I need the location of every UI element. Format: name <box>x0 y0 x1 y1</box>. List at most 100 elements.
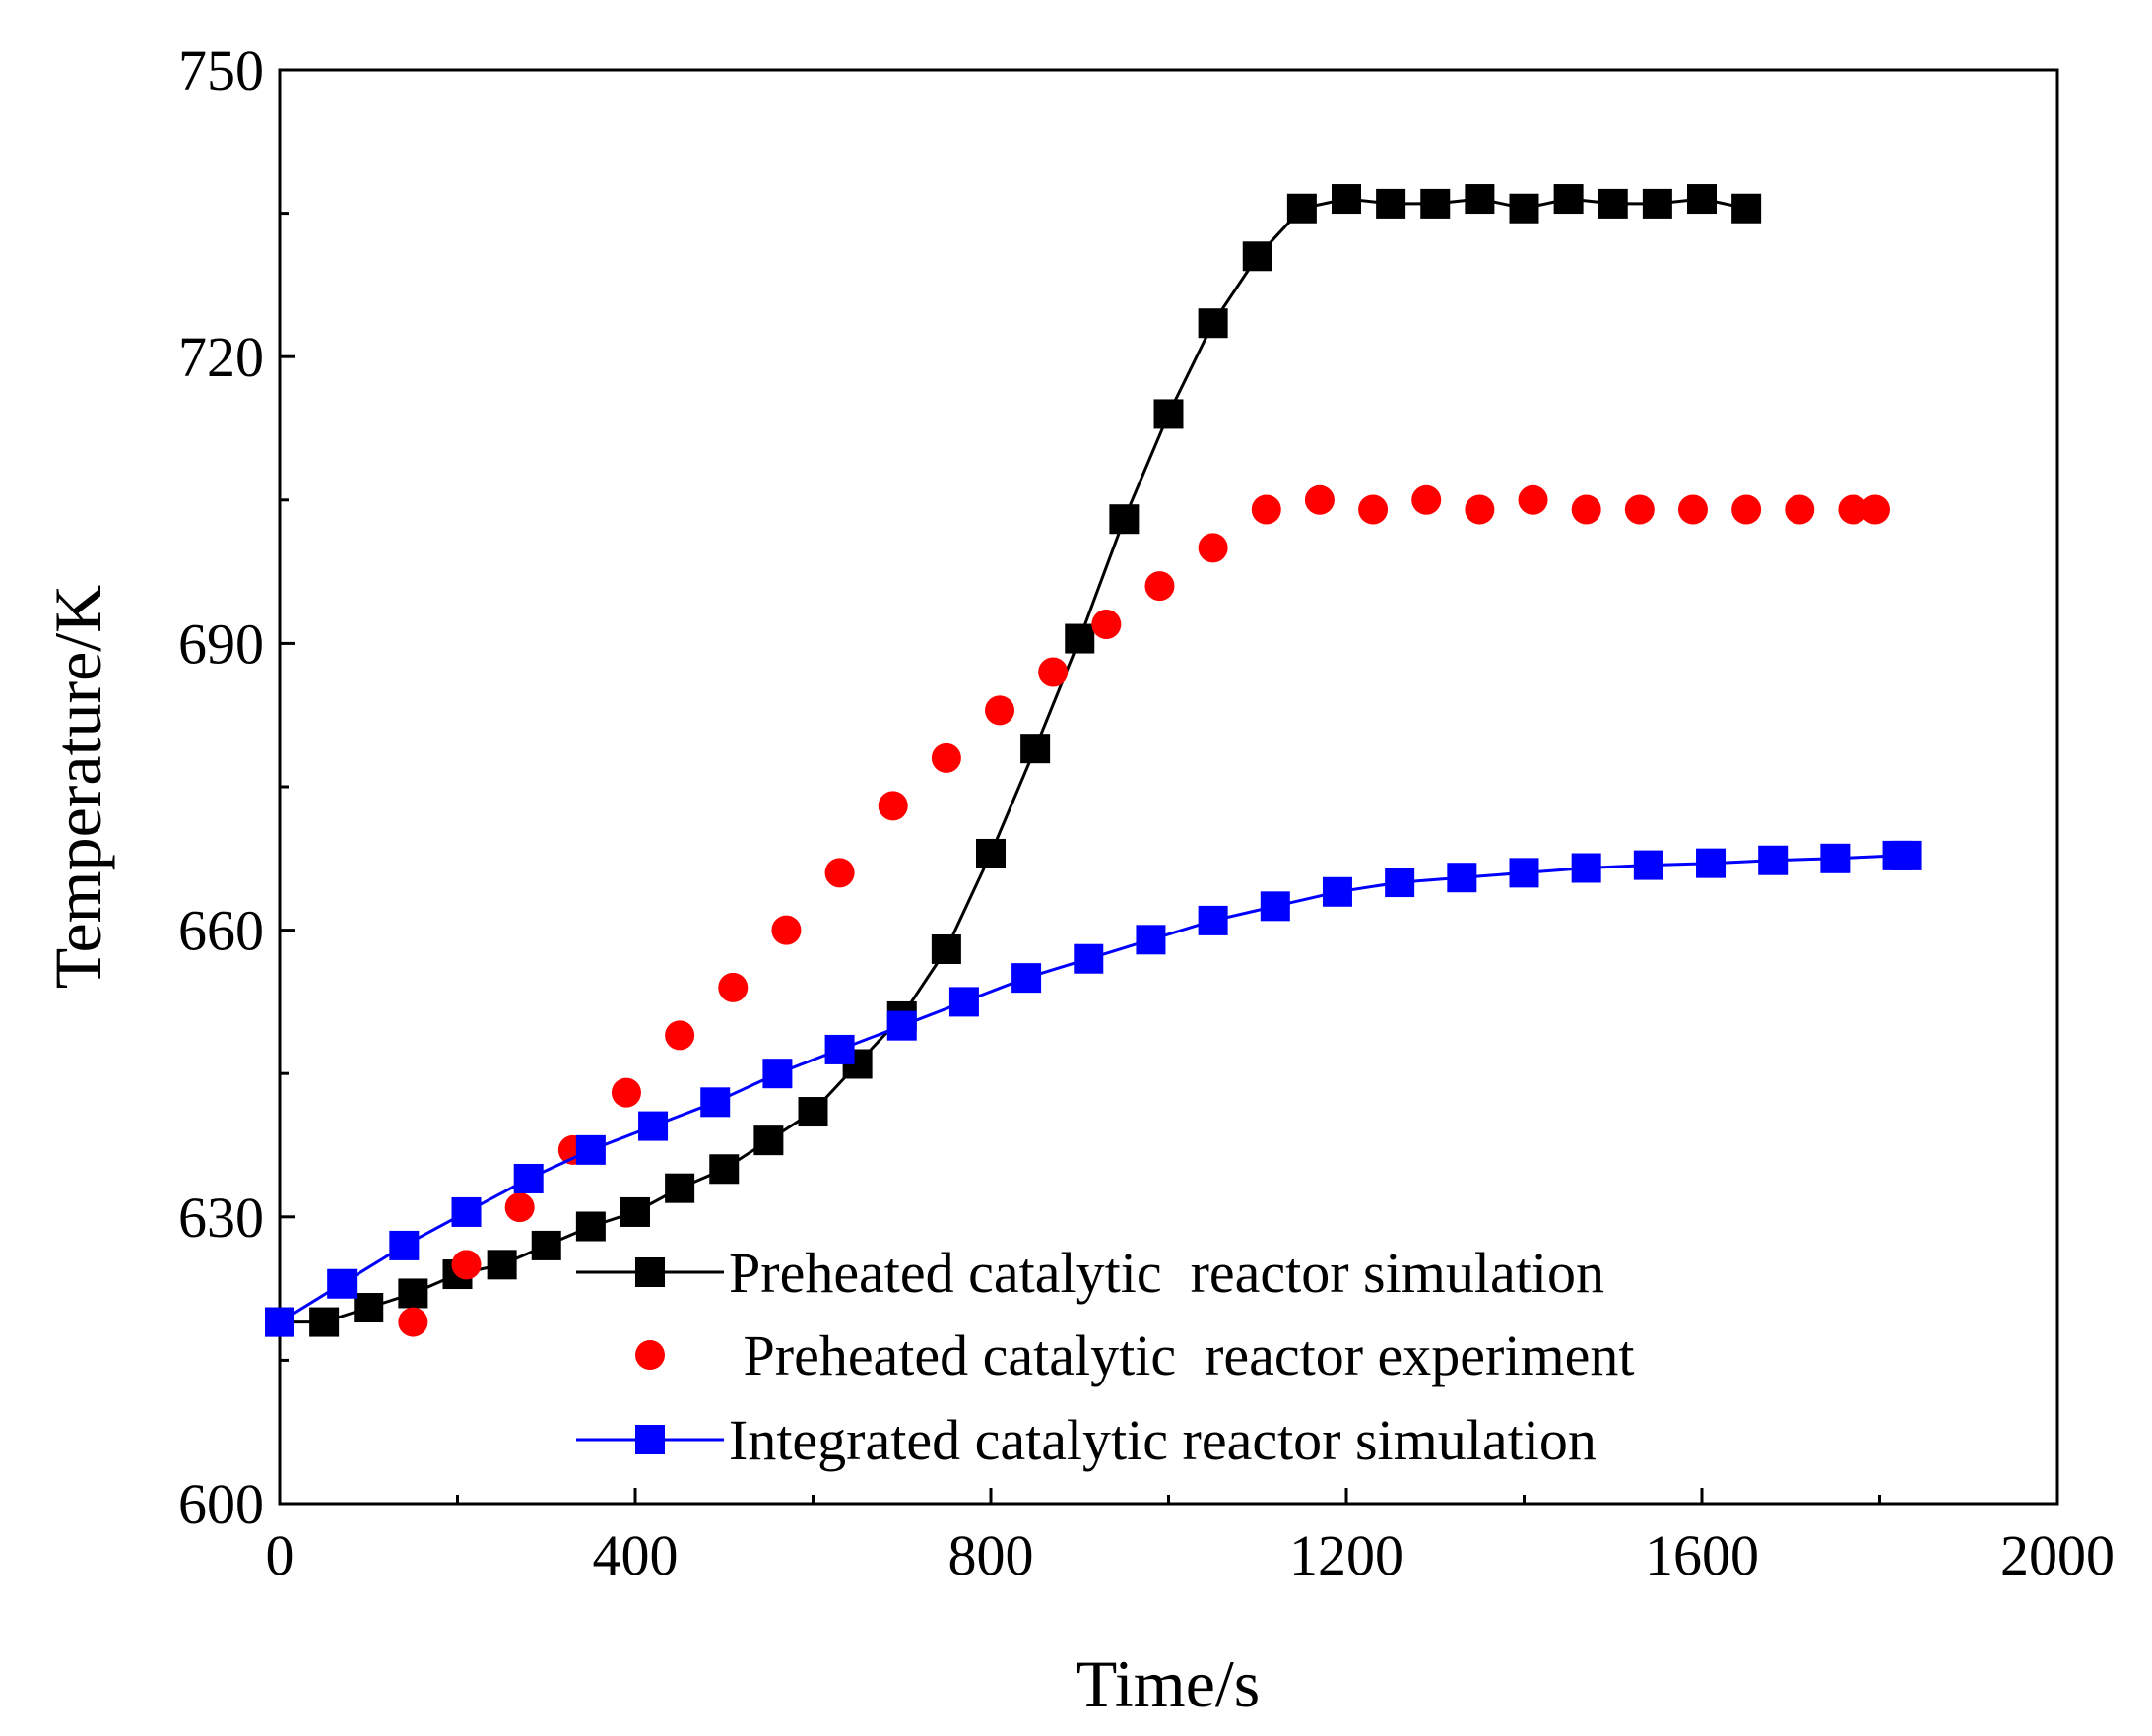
series-line <box>279 854 1907 1323</box>
legend-entry: Integrated catalytic reactor simulation <box>576 1408 1597 1472</box>
legend-label: Preheated catalytic reactor experiment <box>729 1323 1634 1387</box>
data-point <box>665 1173 695 1203</box>
data-point <box>1687 184 1717 215</box>
y-tick-label: 750 <box>178 38 264 102</box>
y-axis: 600 630 660 690 720 750 <box>178 38 295 1536</box>
data-point <box>1465 184 1495 215</box>
data-point <box>1758 845 1789 875</box>
data-point <box>1447 863 1477 893</box>
data-point <box>1598 188 1628 219</box>
plot-area <box>265 184 1922 1337</box>
data-point <box>948 987 979 1017</box>
data-point <box>1859 494 1890 525</box>
data-point <box>451 1196 482 1227</box>
y-tick-label: 690 <box>178 611 264 675</box>
x-tick-label: 800 <box>948 1523 1034 1587</box>
data-point <box>878 791 908 821</box>
data-point <box>487 1250 517 1280</box>
data-point <box>1785 494 1815 525</box>
data-point <box>1571 494 1601 525</box>
data-point <box>327 1268 358 1299</box>
data-point <box>1642 188 1672 219</box>
x-tick-label: 0 <box>266 1523 294 1587</box>
data-point <box>611 1077 641 1108</box>
data-point <box>1571 853 1601 883</box>
data-point <box>398 1278 428 1309</box>
series-2 <box>398 484 1890 1337</box>
legend-marker <box>635 1425 665 1454</box>
data-point <box>1322 876 1352 907</box>
y-axis-label: Temperature/K <box>40 585 115 990</box>
data-point <box>531 1230 561 1260</box>
data-point <box>1153 399 1184 429</box>
data-point <box>1091 609 1122 639</box>
data-point <box>1509 193 1539 224</box>
data-point <box>762 1059 793 1089</box>
x-tick-label: 1600 <box>1645 1523 1759 1587</box>
data-point <box>1820 843 1851 873</box>
legend-label: Preheated catalytic reactor simulation <box>729 1241 1604 1305</box>
data-point <box>1144 571 1175 602</box>
data-point <box>504 1192 535 1223</box>
legend-marker <box>635 1257 665 1287</box>
data-point <box>1465 494 1495 525</box>
data-point <box>1731 494 1762 525</box>
legend: Preheated catalytic reactor simulation P… <box>576 1241 1634 1472</box>
data-point <box>1304 484 1335 515</box>
data-point <box>1385 868 1415 898</box>
data-point <box>1332 184 1361 215</box>
data-point <box>1020 734 1051 764</box>
data-point <box>1624 494 1655 525</box>
x-axis-label: Time/s <box>1076 1646 1260 1721</box>
data-point <box>1198 308 1228 339</box>
data-point <box>1677 494 1708 525</box>
data-point <box>931 742 961 773</box>
data-point <box>620 1196 650 1227</box>
data-point <box>798 1097 828 1127</box>
y-tick-label: 600 <box>178 1472 264 1536</box>
data-point <box>718 972 749 1002</box>
data-point <box>709 1154 740 1185</box>
legend-entry: Preheated catalytic reactor simulation <box>576 1241 1604 1305</box>
data-point <box>1376 188 1406 219</box>
data-point <box>1198 533 1228 563</box>
data-point <box>824 1034 855 1064</box>
data-point <box>931 934 961 965</box>
data-point <box>665 1020 695 1051</box>
data-point <box>1260 891 1290 922</box>
data-point <box>886 1010 917 1041</box>
data-point <box>1553 184 1584 215</box>
data-point <box>575 1211 606 1242</box>
data-point <box>700 1087 731 1118</box>
series-line <box>280 197 1747 1324</box>
legend-entry: Preheated catalytic reactor experiment <box>635 1323 1634 1387</box>
data-point <box>1891 840 1922 870</box>
x-tick-label: 1200 <box>1289 1523 1403 1587</box>
data-point <box>1136 925 1166 955</box>
y-tick-label: 720 <box>178 325 264 389</box>
data-point <box>1731 193 1762 224</box>
data-point <box>1242 241 1272 272</box>
series-3 <box>265 840 1922 1337</box>
data-point <box>513 1163 544 1193</box>
x-tick-label: 2000 <box>2000 1523 2115 1587</box>
data-point <box>1358 494 1389 525</box>
data-point <box>976 838 1006 868</box>
data-point <box>575 1134 606 1165</box>
data-point <box>1518 484 1548 515</box>
data-point <box>398 1307 428 1337</box>
y-tick-label: 660 <box>178 899 264 963</box>
data-point <box>1509 858 1539 888</box>
data-point <box>1286 193 1317 224</box>
data-point <box>1696 848 1727 878</box>
data-point <box>1198 905 1228 935</box>
y-tick-label: 630 <box>178 1186 264 1250</box>
x-axis: 0 400 800 1200 1600 2000 <box>266 1488 2115 1587</box>
data-point <box>1420 188 1451 219</box>
data-point <box>1838 494 1868 525</box>
data-point <box>985 695 1015 726</box>
legend-marker <box>635 1340 665 1370</box>
data-point <box>824 858 855 888</box>
data-point <box>265 1307 294 1337</box>
